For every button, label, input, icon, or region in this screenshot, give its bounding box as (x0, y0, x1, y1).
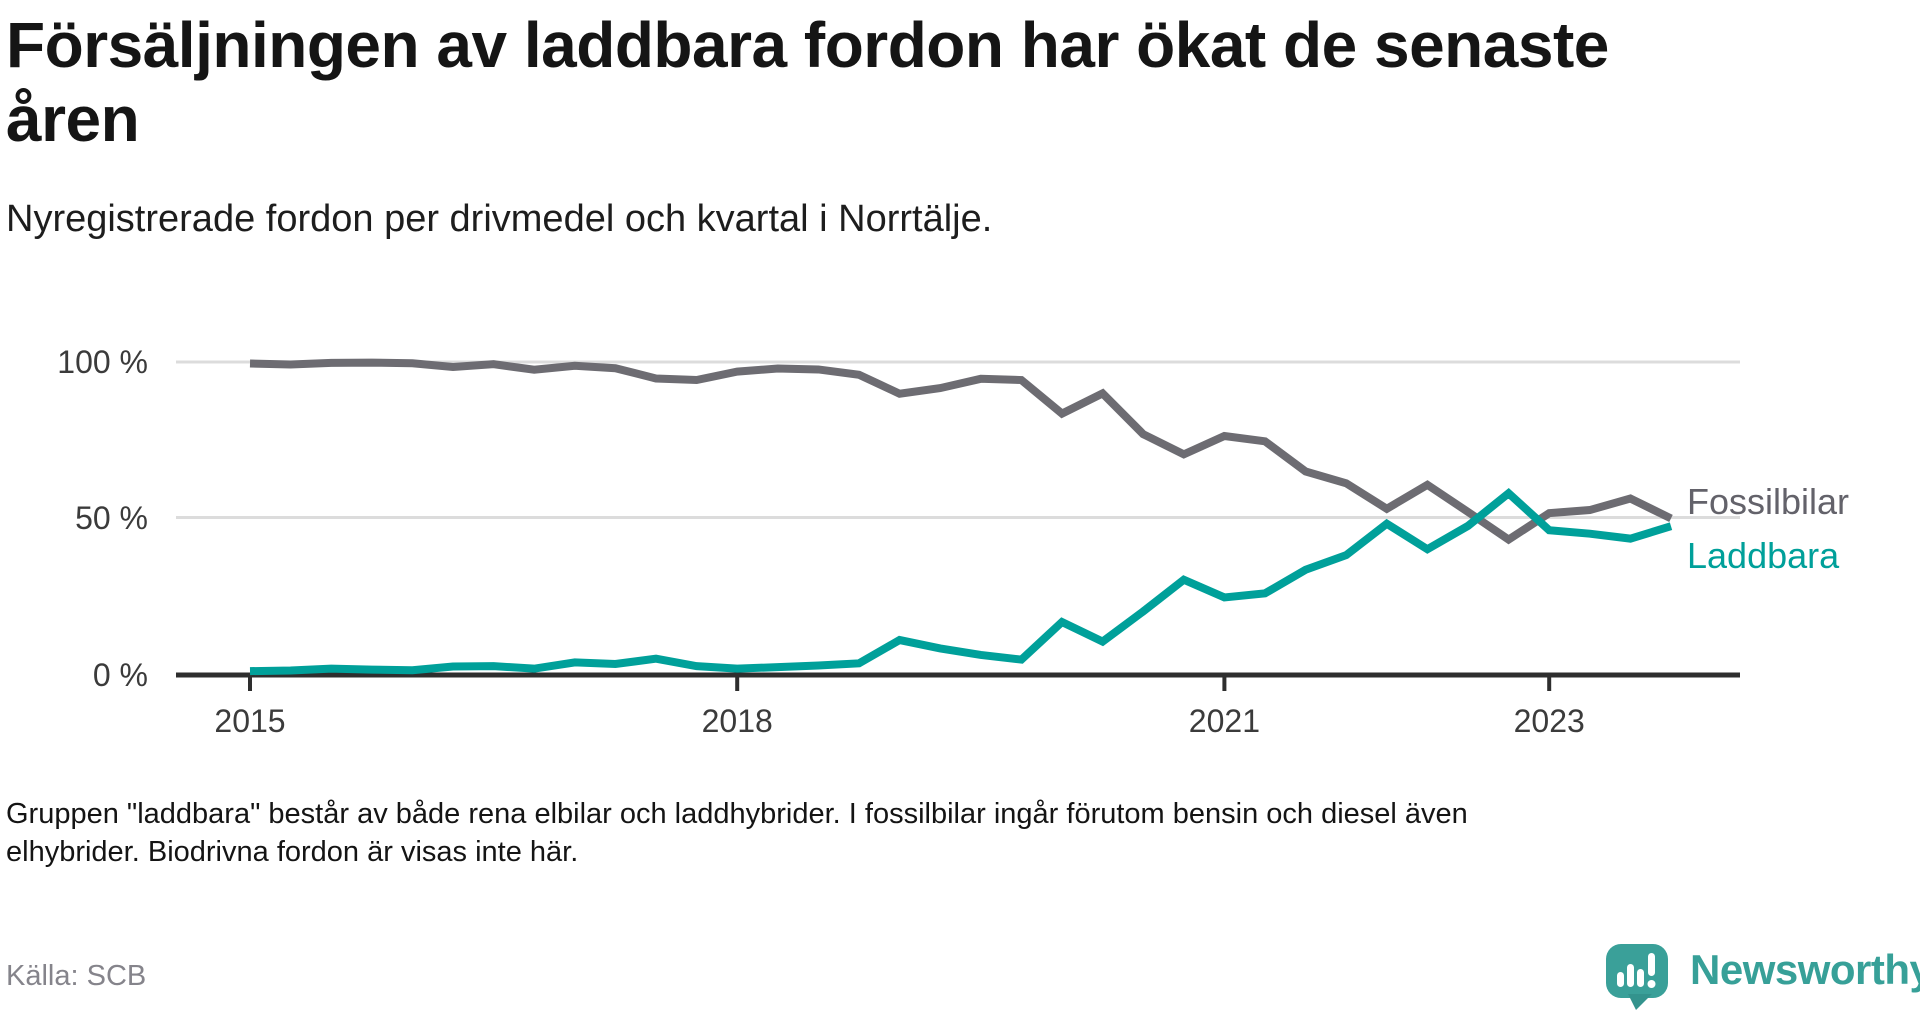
source-label: Källa: SCB (6, 960, 147, 992)
x-axis-tick-label: 2023 (1513, 703, 1585, 739)
newsworthy-bubble-icon (1606, 944, 1668, 1010)
footnote-line: Gruppen "laddbara" består av både rena e… (6, 798, 1468, 830)
page-title: Försäljningen av laddbara fordon har öka… (6, 9, 1609, 155)
footnote-line: elhybrider. Biodrivna fordon är visas in… (6, 836, 579, 868)
chart-subtitle: Nyregistrerade fordon per drivmedel och … (6, 198, 993, 240)
y-axis-tick-label: 100 % (57, 344, 148, 380)
line-laddbara (249, 487, 1673, 676)
line-fossilbilar (249, 358, 1673, 545)
series-lines (249, 358, 1673, 676)
y-axis-tick-label: 0 % (92, 657, 148, 693)
legend-label-laddbara: Laddbara (1687, 535, 1840, 577)
x-axis-tick-label: 2018 (701, 703, 773, 739)
y-axis-tick-label: 50 % (75, 499, 148, 536)
legend-label-fossilbilar: Fossilbilar (1687, 481, 1850, 523)
newsworthy-logo: Newsworthy (1604, 940, 1920, 1010)
x-axis-tick-label: 2015 (214, 703, 286, 739)
footnote: Gruppen "laddbara" består av både rena e… (6, 795, 1886, 871)
x-axis-tick-label: 2021 (1188, 703, 1260, 739)
newsworthy-wordmark: Newsworthy (1690, 946, 1920, 993)
x-tick-marks (248, 675, 1552, 691)
